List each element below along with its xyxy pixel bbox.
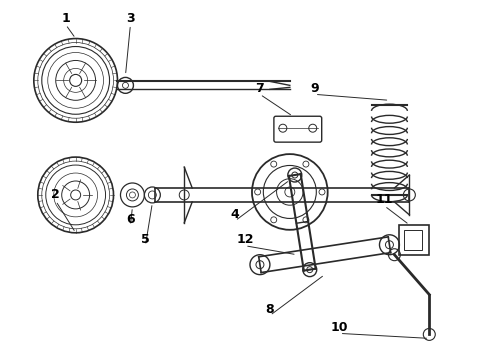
Text: 2: 2 — [51, 188, 60, 202]
Text: 1: 1 — [61, 12, 70, 25]
Text: 5: 5 — [141, 233, 150, 246]
Text: 8: 8 — [266, 303, 274, 316]
Text: 3: 3 — [126, 12, 135, 25]
Text: 9: 9 — [311, 82, 319, 95]
Text: 12: 12 — [236, 233, 254, 246]
Text: 4: 4 — [231, 208, 240, 221]
Text: 6: 6 — [126, 213, 135, 226]
Text: 7: 7 — [256, 82, 264, 95]
Text: 11: 11 — [376, 193, 393, 206]
Text: 10: 10 — [331, 321, 348, 334]
